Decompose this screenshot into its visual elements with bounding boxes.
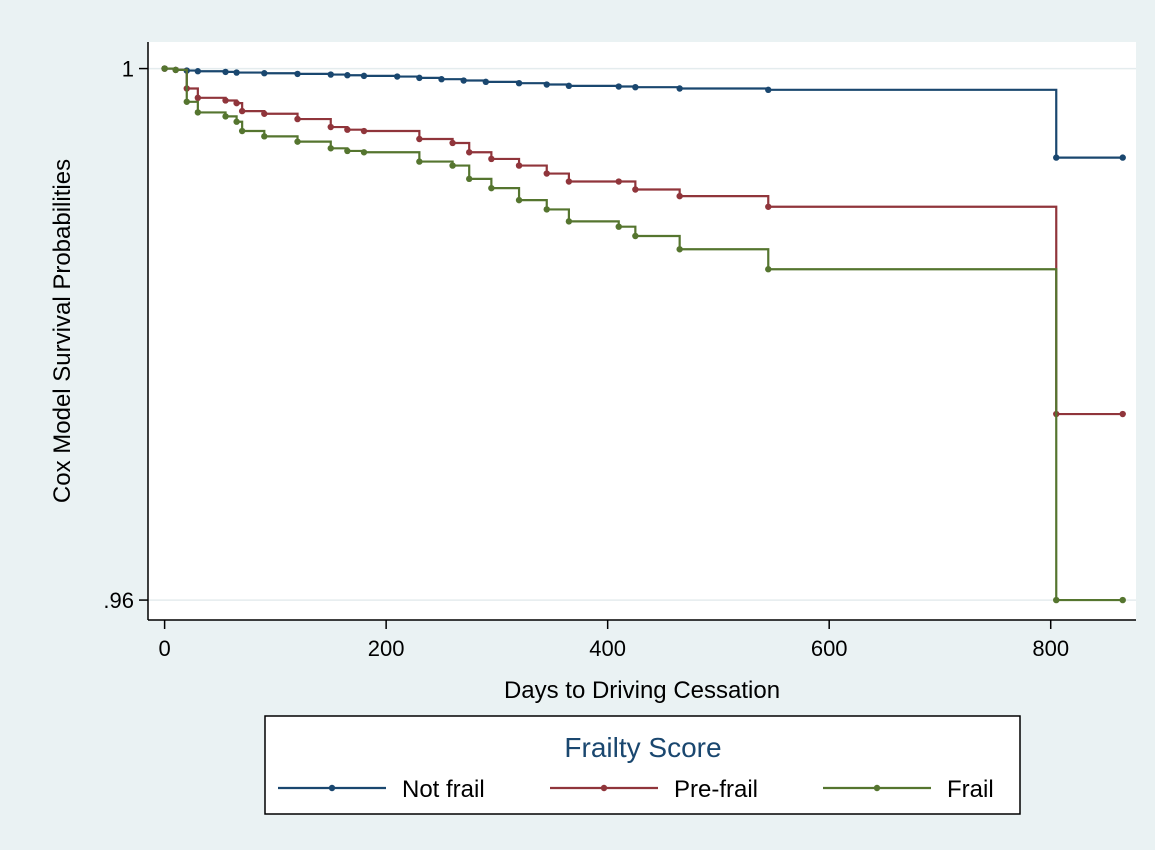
data-point	[1119, 410, 1126, 418]
data-point	[482, 78, 490, 86]
data-point	[233, 99, 240, 107]
data-point	[261, 70, 268, 77]
data-point	[515, 79, 523, 87]
y-tick-label: .96	[103, 588, 134, 613]
data-point	[238, 107, 246, 115]
data-point	[488, 184, 495, 192]
legend-item-pre-frail: Pre-frail	[550, 776, 758, 803]
x-tick-label: 200	[368, 636, 405, 661]
data-point	[466, 175, 473, 183]
legend-swatch-marker	[600, 784, 608, 792]
gridlines	[148, 67, 1136, 601]
data-point	[1119, 154, 1126, 161]
data-point	[632, 186, 639, 193]
legend-title: Frailty Score	[564, 732, 721, 763]
series-group	[161, 65, 1126, 604]
axes: 1 .96 0 200 400 600 800	[103, 42, 1136, 661]
data-point	[615, 83, 622, 90]
y-tick-label: 1	[122, 57, 134, 82]
data-point	[172, 66, 179, 74]
data-point	[565, 178, 573, 185]
data-point	[344, 147, 351, 155]
data-point	[238, 127, 246, 135]
data-point	[449, 162, 456, 169]
x-tick-label: 600	[811, 636, 848, 661]
data-point	[543, 81, 550, 88]
plot-area	[148, 42, 1136, 620]
data-point	[416, 135, 423, 143]
data-point	[515, 162, 523, 169]
data-point	[294, 70, 301, 78]
data-point	[344, 126, 351, 133]
data-point	[294, 115, 301, 123]
data-point	[488, 155, 495, 163]
data-point	[261, 110, 268, 117]
legend-label: Pre-frail	[674, 776, 758, 803]
data-point	[676, 246, 683, 253]
legend: Frailty Score Not frail Pre-frail Frail	[264, 715, 1021, 815]
data-point	[615, 178, 622, 185]
data-point	[765, 203, 772, 210]
data-point	[194, 94, 202, 102]
data-point	[194, 109, 202, 116]
x-tick-label: 0	[158, 636, 170, 661]
data-point	[565, 218, 573, 225]
data-point	[360, 72, 368, 80]
data-point	[222, 68, 229, 76]
data-point	[183, 98, 190, 105]
data-point	[327, 123, 334, 131]
data-point	[438, 76, 445, 83]
data-point	[460, 77, 467, 84]
data-point	[222, 113, 229, 120]
data-point	[765, 86, 772, 94]
data-point	[676, 192, 683, 200]
data-point	[1053, 154, 1060, 161]
data-point	[327, 71, 334, 78]
data-point	[344, 72, 351, 79]
legend-swatch-marker	[873, 784, 881, 792]
data-point	[161, 65, 168, 72]
data-point	[765, 266, 772, 273]
series-frail	[161, 65, 1126, 604]
data-point	[1119, 596, 1126, 604]
data-point	[632, 232, 639, 240]
legend-item-not-frail: Not frail	[278, 776, 485, 803]
data-point	[615, 223, 622, 230]
data-point	[360, 127, 368, 135]
data-point	[233, 69, 240, 76]
x-tick-label: 400	[589, 636, 626, 661]
data-point	[543, 206, 550, 213]
data-point	[466, 149, 473, 156]
data-point	[261, 133, 268, 140]
x-axis-label: Days to Driving Cessation	[504, 677, 780, 704]
series-not-frail	[161, 65, 1126, 161]
legend-item-frail: Frail	[823, 776, 994, 803]
data-point	[543, 170, 550, 177]
legend-swatch-marker	[328, 784, 336, 792]
data-point	[632, 83, 639, 91]
legend-label: Frail	[947, 776, 994, 803]
data-point	[294, 138, 301, 145]
data-point	[222, 97, 229, 104]
data-point	[1053, 596, 1060, 604]
data-point	[416, 74, 423, 82]
data-point	[676, 85, 683, 92]
data-point	[360, 149, 368, 156]
legend-label: Not frail	[402, 776, 485, 803]
data-point	[515, 196, 523, 204]
data-point	[565, 82, 573, 90]
data-point	[194, 68, 202, 75]
data-point	[416, 158, 423, 165]
x-tick-label: 800	[1032, 636, 1069, 661]
data-point	[327, 145, 334, 152]
data-point	[449, 139, 456, 147]
y-axis-label: Cox Model Survival Probabilities	[49, 159, 76, 503]
data-point	[233, 118, 240, 125]
legend-box	[264, 715, 1021, 815]
data-point	[394, 73, 401, 80]
